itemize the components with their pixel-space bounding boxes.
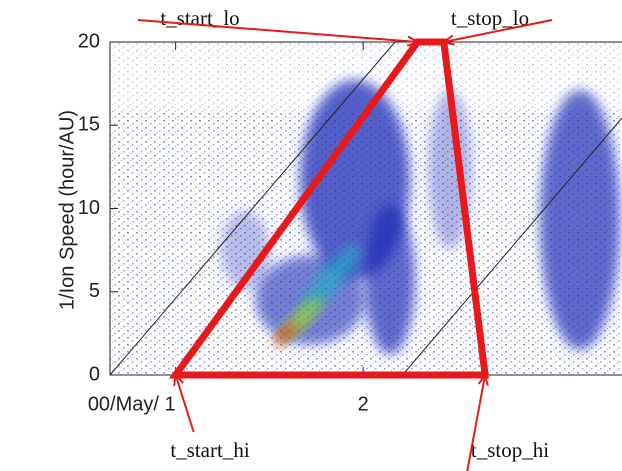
x-tick-label: 00/May/ 1 <box>88 393 176 415</box>
annotation: t_stop_hi <box>471 438 549 462</box>
annotation-arrow <box>174 374 195 433</box>
y-tick-label: 0 <box>89 363 100 385</box>
reference-line <box>399 117 622 379</box>
annotation-arrowhead <box>441 34 455 46</box>
annotation-arrow <box>466 374 487 471</box>
annotation: t_start_hi <box>170 438 249 462</box>
x-tick-label: 2 <box>358 393 369 415</box>
annotation-arrowhead <box>477 372 489 386</box>
annotation-arrow <box>137 19 418 43</box>
annotation: t_stop_lo <box>451 6 529 30</box>
y-tick-label: 15 <box>78 114 100 136</box>
y-tick-label: 20 <box>78 30 100 52</box>
y-tick-label: 10 <box>78 197 100 219</box>
y-tick-label: 5 <box>89 280 100 302</box>
reference-line <box>109 41 396 376</box>
annotation-arrowhead <box>173 372 184 387</box>
annotation-arrow <box>443 19 553 43</box>
density-cloud <box>110 42 622 375</box>
y-axis-label: 1/Ion Speed (hour/AU) <box>56 110 78 310</box>
annotation-arrowhead <box>406 35 420 47</box>
